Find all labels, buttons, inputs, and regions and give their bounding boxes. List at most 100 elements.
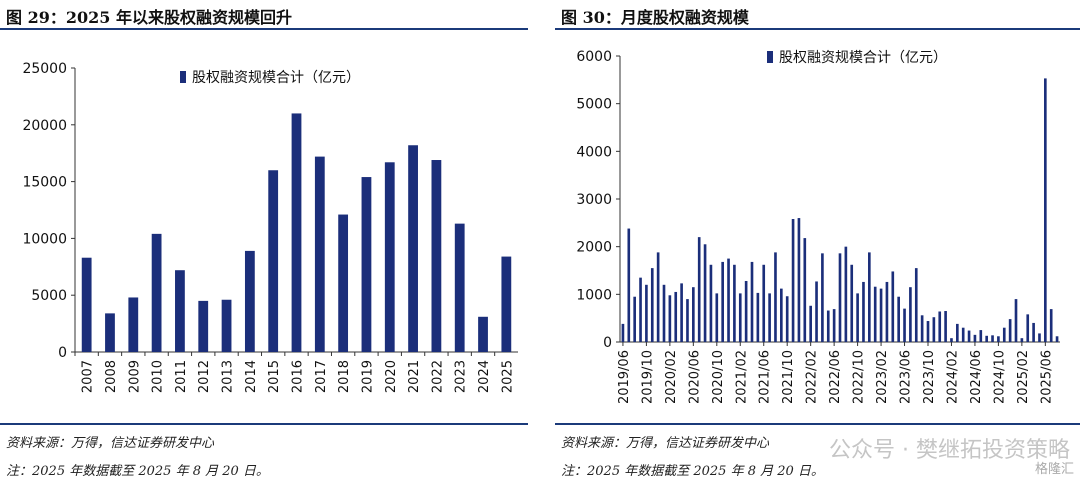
bar — [961, 327, 965, 342]
bar — [926, 321, 930, 342]
bar — [692, 287, 695, 342]
bar — [809, 305, 812, 342]
bar — [891, 271, 895, 342]
bar — [738, 293, 742, 342]
bar — [785, 296, 789, 342]
legend: 股权融资规模合计（亿元） — [180, 70, 360, 86]
y-tick-label: 25000 — [22, 61, 67, 77]
x-tick-label: 2010 — [151, 360, 166, 393]
bar — [703, 244, 707, 342]
bar — [815, 281, 818, 342]
bar — [868, 252, 871, 342]
bar — [903, 308, 906, 342]
x-tick-label: 2024/10 — [992, 350, 1007, 404]
source-note: 资料来源：万得，信达证券研发中心 — [561, 436, 770, 451]
bar — [1044, 78, 1047, 343]
bar — [838, 253, 842, 342]
bar — [920, 315, 924, 342]
bar — [1049, 309, 1053, 342]
bar — [1014, 299, 1018, 342]
bar — [873, 286, 877, 342]
y-tick-label: 0 — [603, 335, 612, 351]
x-tick-label: 2023 — [454, 360, 469, 393]
monthly-financing-bar-chart: 0 1000 2000 3000 4000 5000 6000 2019/06 2019/10 2… — [576, 49, 1060, 404]
bar — [862, 281, 865, 342]
bar — [674, 291, 678, 342]
x-tick-label: 2019/06 — [617, 350, 632, 404]
x-tick-label: 2020/06 — [687, 350, 702, 404]
x-tick-label: 2023/10 — [922, 350, 937, 404]
x-tick-label: 2021/10 — [781, 350, 796, 404]
bar — [656, 252, 660, 342]
top-rule — [555, 28, 1080, 30]
y-tick-label: 5000 — [31, 288, 67, 304]
x-tick-label: 2024/06 — [969, 350, 984, 404]
bar — [1038, 333, 1041, 342]
x-tick-label: 2024/02 — [945, 350, 960, 404]
bar — [621, 323, 625, 342]
x-tick-label: 2012 — [197, 360, 212, 393]
x-tick-label: 2024 — [477, 360, 492, 393]
bar — [932, 317, 936, 342]
bar — [478, 316, 488, 352]
bar — [909, 287, 912, 342]
bar — [768, 293, 771, 342]
legend-label: 股权融资规模合计（亿元） — [779, 50, 947, 66]
x-tick-label: 2021/06 — [758, 350, 773, 404]
y-tick-label: 3000 — [576, 192, 612, 208]
bar — [844, 246, 848, 342]
bar — [938, 311, 942, 342]
x-tick-label: 2017 — [314, 360, 329, 393]
bar — [408, 145, 418, 352]
x-tick-label: 2011 — [174, 360, 189, 393]
bar — [198, 300, 209, 352]
bar — [454, 223, 465, 352]
x-tick-label: 2020/02 — [664, 350, 679, 404]
bar — [680, 283, 683, 342]
x-tick-label: 2025/06 — [1039, 350, 1054, 404]
bar — [733, 264, 736, 342]
bar — [832, 309, 836, 342]
bar — [361, 177, 372, 352]
bar — [727, 258, 730, 342]
bar — [715, 293, 719, 342]
x-tick-label: 2025/02 — [1016, 350, 1031, 404]
bar — [762, 264, 766, 342]
x-tick-label: 2019/10 — [640, 350, 655, 404]
x-tick-label: 2016 — [291, 360, 306, 393]
x-tick-label: 2023/02 — [875, 350, 890, 404]
bar — [744, 280, 748, 342]
bar — [662, 284, 666, 342]
bar — [997, 336, 1000, 342]
bar — [821, 253, 824, 342]
bar — [650, 268, 654, 342]
bar — [175, 270, 185, 352]
bar — [750, 261, 754, 342]
bar — [756, 292, 760, 342]
figure-title: 图 29：2025 年以来股权融资规模回升 — [6, 8, 292, 27]
bar — [850, 264, 854, 342]
bar — [268, 170, 279, 352]
bar — [151, 233, 162, 352]
bar — [639, 277, 642, 342]
bottom-rule — [0, 423, 528, 425]
bar — [967, 330, 971, 342]
bar — [856, 293, 859, 342]
bar — [128, 297, 139, 352]
left-figure-panel: 图 29：2025 年以来股权融资规模回升 0 5000 10000 15000 200… — [0, 0, 528, 482]
x-tick-label: 2007 — [81, 360, 96, 393]
bar — [645, 284, 648, 342]
bottom-rule — [555, 423, 1080, 425]
y-tick-label: 1000 — [576, 287, 612, 303]
bar — [780, 288, 783, 342]
x-tick-label: 2025 — [500, 360, 515, 393]
bar — [244, 250, 255, 352]
legend-label: 股权融资规模合计（亿元） — [192, 70, 360, 86]
bar — [686, 299, 689, 342]
bar — [1020, 338, 1024, 342]
x-tick-label: 2022/02 — [805, 350, 820, 404]
bar — [979, 330, 983, 342]
x-tick-label: 2020 — [384, 360, 399, 393]
bar — [431, 160, 442, 352]
bar — [314, 156, 325, 352]
